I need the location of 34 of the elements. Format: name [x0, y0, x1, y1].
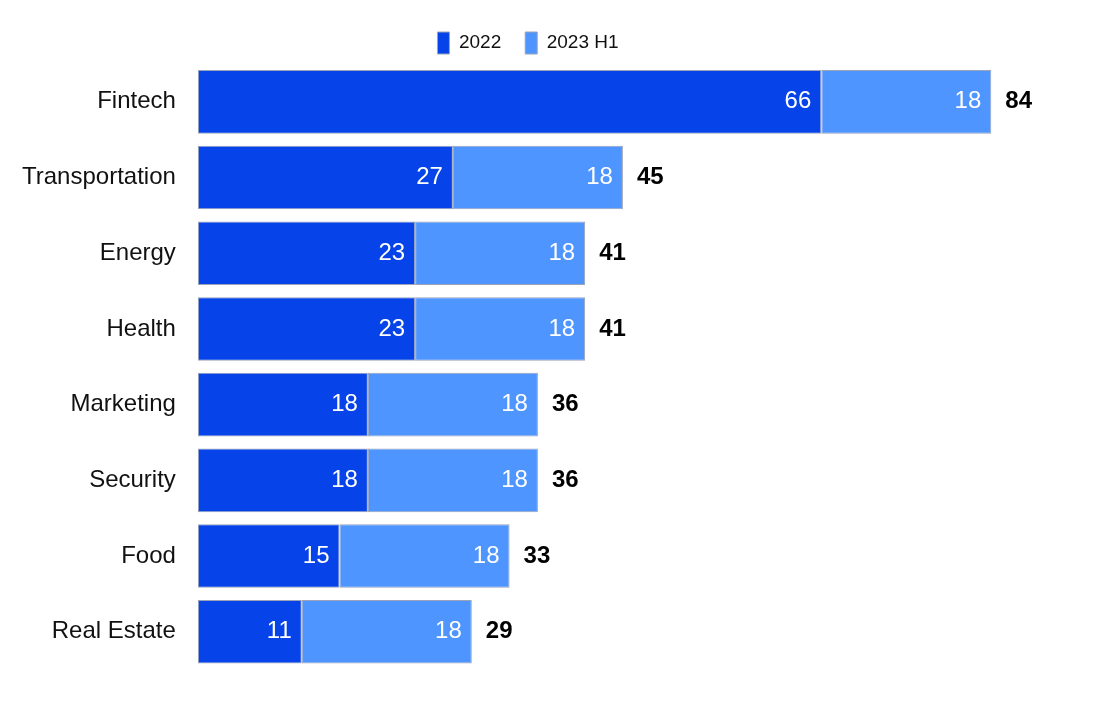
data-label: 18 [501, 389, 528, 417]
data-label: 18 [954, 86, 982, 114]
data-label: 18 [472, 540, 500, 568]
y-tick-label: Marketing [70, 389, 176, 417]
y-tick-label: Security [89, 464, 176, 492]
data-label: 23 [378, 237, 406, 265]
data-label: 18 [435, 616, 462, 644]
total-label: 33 [523, 540, 551, 568]
y-tick-label: Real Estate [51, 616, 176, 644]
total-label: 41 [599, 237, 626, 265]
data-label: 18 [586, 162, 613, 190]
y-tick-label: Transportation [22, 162, 176, 190]
total-label: 36 [551, 389, 579, 417]
data-label: 18 [548, 237, 576, 265]
data-label: 15 [302, 540, 330, 568]
legend-label: 2023 H1 [546, 31, 619, 53]
data-label: 18 [331, 389, 358, 417]
total-label: 84 [1005, 86, 1033, 114]
total-label: 36 [551, 464, 579, 492]
data-label: 18 [501, 464, 528, 492]
data-label: 66 [784, 86, 812, 114]
y-tick-label: Energy [99, 237, 176, 265]
total-label: 45 [636, 162, 664, 190]
data-label: 23 [378, 313, 406, 341]
data-label: 18 [548, 313, 576, 341]
data-label: 27 [416, 162, 443, 190]
total-label: 41 [599, 313, 626, 341]
legend-label: 2022 [458, 31, 502, 53]
y-tick-label: Food [121, 540, 176, 568]
total-label: 29 [485, 616, 513, 644]
data-label: 18 [331, 464, 358, 492]
y-tick-label: Health [106, 313, 176, 341]
y-tick-label: Fintech [97, 86, 176, 114]
data-label: 11 [266, 616, 292, 644]
